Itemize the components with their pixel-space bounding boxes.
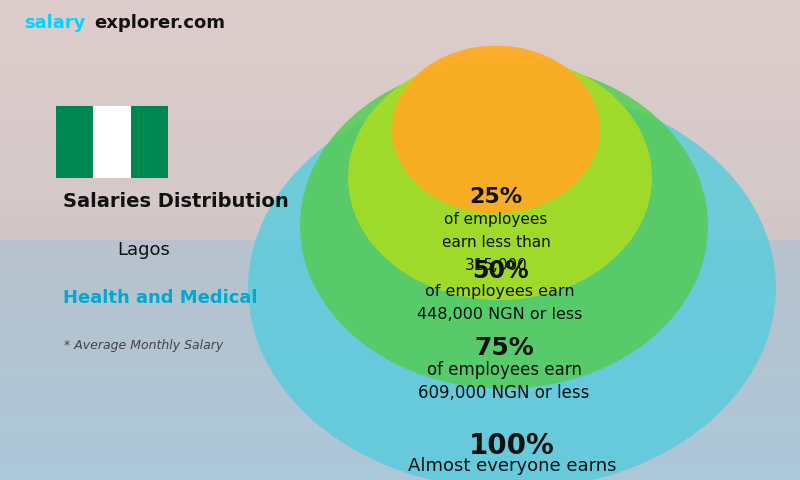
- Bar: [0, 376, 800, 384]
- Bar: [0, 128, 800, 136]
- Bar: [0, 120, 800, 128]
- Text: Almost everyone earns: Almost everyone earns: [408, 457, 616, 475]
- Bar: [0, 384, 800, 392]
- Bar: [0, 288, 800, 296]
- Ellipse shape: [392, 46, 600, 214]
- Text: 75%: 75%: [474, 336, 534, 360]
- Bar: [0, 272, 800, 280]
- Bar: [0, 184, 800, 192]
- Bar: [0, 16, 800, 24]
- Bar: [0, 328, 800, 336]
- Bar: [0, 440, 800, 448]
- Bar: [0, 56, 800, 64]
- Bar: [0, 256, 800, 264]
- Text: 448,000 NGN or less: 448,000 NGN or less: [418, 307, 582, 322]
- Text: * Average Monthly Salary: * Average Monthly Salary: [64, 339, 224, 352]
- Bar: [0, 424, 800, 432]
- Bar: [0, 312, 800, 320]
- Bar: [0, 160, 800, 168]
- Bar: [0, 344, 800, 352]
- Text: salary: salary: [24, 14, 86, 33]
- Bar: [0, 400, 800, 408]
- Bar: [0, 40, 800, 48]
- Bar: [0, 96, 800, 104]
- Bar: [130, 106, 168, 178]
- Bar: [0, 368, 800, 376]
- Bar: [0, 456, 800, 464]
- Bar: [0, 472, 800, 480]
- Bar: [0, 432, 800, 440]
- Text: 25%: 25%: [470, 187, 522, 207]
- Bar: [0, 88, 800, 96]
- Bar: [0, 80, 800, 88]
- Bar: [0, 280, 800, 288]
- Text: 100%: 100%: [469, 432, 555, 460]
- Bar: [0, 416, 800, 424]
- Bar: [0, 232, 800, 240]
- Bar: [0, 136, 800, 144]
- Bar: [0, 64, 800, 72]
- Bar: [0, 464, 800, 472]
- Bar: [0, 144, 800, 152]
- Text: Salaries Distribution: Salaries Distribution: [63, 192, 289, 211]
- Bar: [0, 296, 800, 304]
- Bar: [0, 72, 800, 80]
- Bar: [0, 248, 800, 256]
- Bar: [94, 106, 130, 178]
- Bar: [56, 106, 94, 178]
- Bar: [0, 176, 800, 184]
- Bar: [0, 104, 800, 112]
- Bar: [0, 192, 800, 200]
- Bar: [0, 0, 800, 8]
- Text: Health and Medical: Health and Medical: [62, 288, 258, 307]
- Ellipse shape: [300, 62, 708, 389]
- Bar: [0, 360, 800, 368]
- Bar: [0, 208, 800, 216]
- Bar: [0, 304, 800, 312]
- Bar: [0, 168, 800, 176]
- Ellipse shape: [348, 55, 652, 300]
- Bar: [0, 448, 800, 456]
- Bar: [0, 48, 800, 56]
- Text: 609,000 NGN or less: 609,000 NGN or less: [418, 384, 590, 402]
- Bar: [0, 352, 800, 360]
- Text: of employees: of employees: [444, 212, 548, 227]
- Text: explorer.com: explorer.com: [94, 14, 226, 33]
- Bar: [0, 216, 800, 224]
- Text: earn less than: earn less than: [442, 235, 550, 250]
- Bar: [0, 24, 800, 32]
- Text: 50%: 50%: [472, 259, 528, 283]
- Text: 315,000: 315,000: [465, 258, 527, 273]
- Bar: [0, 8, 800, 16]
- Bar: [0, 240, 800, 248]
- Bar: [0, 336, 800, 344]
- Bar: [0, 320, 800, 328]
- Ellipse shape: [248, 86, 776, 480]
- Bar: [0, 32, 800, 40]
- Text: of employees earn: of employees earn: [425, 284, 575, 299]
- Text: Lagos: Lagos: [118, 240, 170, 259]
- Bar: [0, 392, 800, 400]
- Bar: [0, 408, 800, 416]
- Bar: [0, 112, 800, 120]
- Bar: [0, 264, 800, 272]
- Bar: [0, 224, 800, 232]
- Bar: [0, 200, 800, 208]
- Text: of employees earn: of employees earn: [426, 361, 582, 379]
- Bar: [0, 152, 800, 160]
